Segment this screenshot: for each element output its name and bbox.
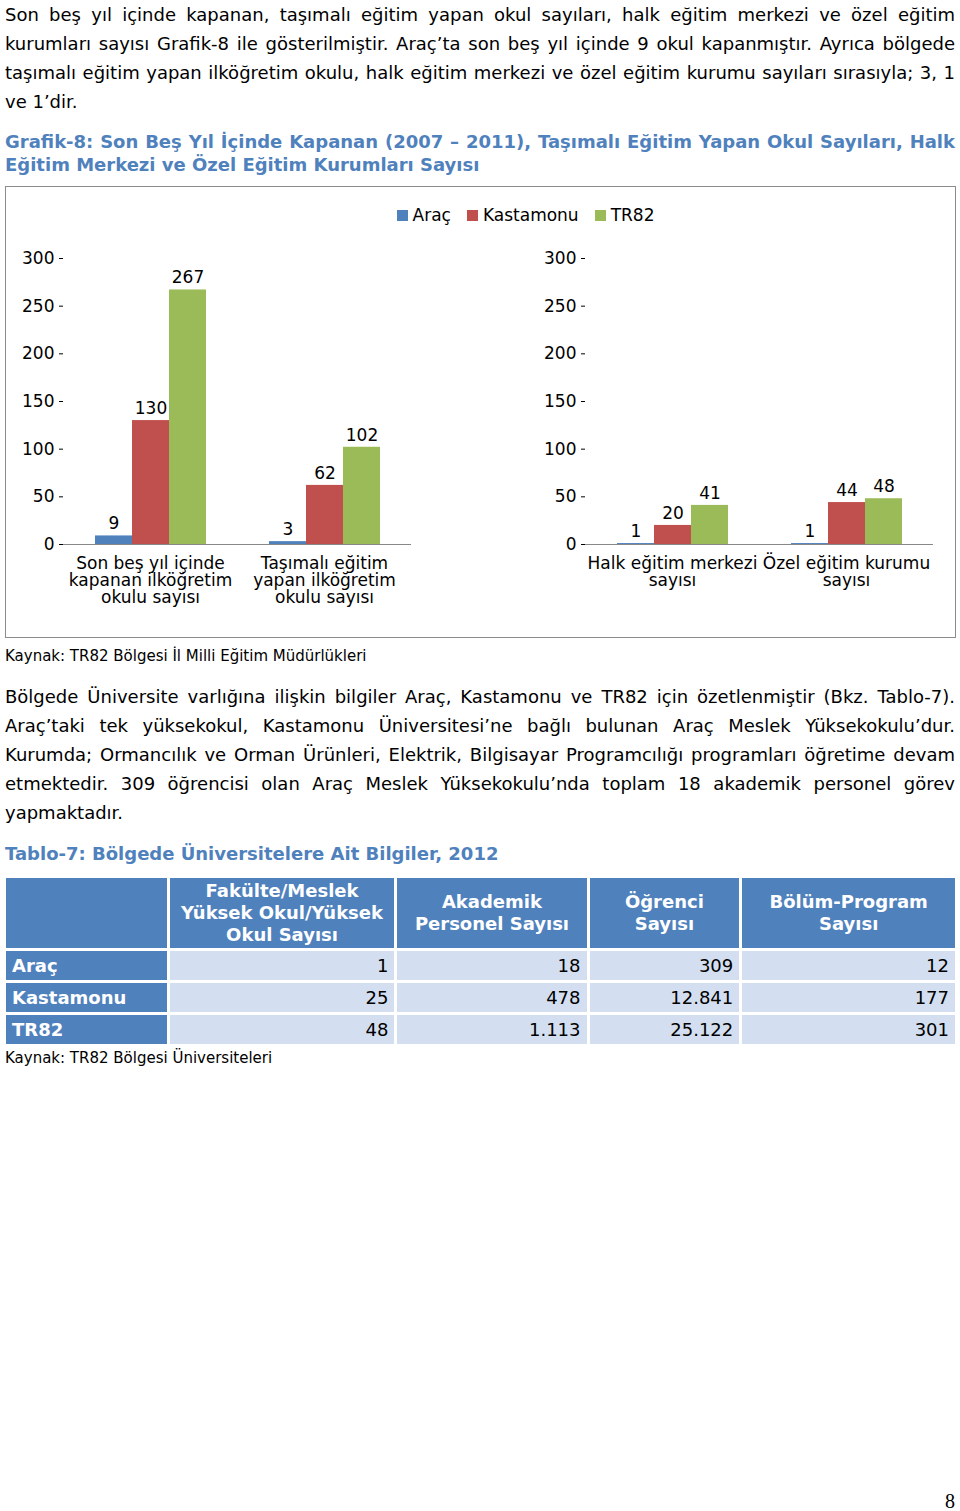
svg-text:100: 100 [22, 439, 54, 459]
html-text:18: 18 [557, 955, 581, 976]
svg-text:102: 102 [346, 425, 378, 445]
html-text:48: 48 [365, 1019, 389, 1040]
svg-text:150: 150 [544, 391, 576, 411]
svg-text:20: 20 [662, 503, 684, 523]
svg-text:48: 48 [873, 476, 895, 496]
svg-text:44: 44 [836, 480, 858, 500]
svg-text:Halk eğitim merkezisayısı: Halk eğitim merkezisayısı [588, 553, 758, 590]
html-text:Fakülte/Meslek Yüksek Okul/Yük: Fakülte/Meslek Yüksek Okul/Yüksek Okul S… [181, 880, 383, 945]
html-text:301: 301 [914, 1019, 949, 1040]
html-text:Kaynak: TR82 Bölgesi İl Milli: Kaynak: TR82 Bölgesi İl Milli Eğitim Müd… [5, 647, 367, 665]
html-text:8: 8 [945, 1490, 955, 1511]
svg-text:0: 0 [44, 534, 55, 554]
html-text:1.113: 1.113 [529, 1019, 581, 1040]
html-text:Tablo-7: Bölgede Üniversiteler: Tablo-7: Bölgede Üniversitelere Ait Bilg… [5, 843, 499, 864]
html-text:Bölüm-Program Sayısı: Bölüm-Program Sayısı [769, 891, 928, 934]
html-text:Öğrenci Sayısı: Öğrenci Sayısı [624, 891, 704, 934]
html-text:1: 1 [377, 955, 389, 976]
svg-text:Taşımalı eğitimyapan ilköğreti: Taşımalı eğitimyapan ilköğretimokulu say… [253, 553, 396, 607]
html-text:25: 25 [365, 987, 389, 1008]
svg-text:3: 3 [283, 519, 294, 539]
svg-text:9: 9 [109, 513, 120, 533]
svg-text:62: 62 [314, 463, 336, 483]
html-text:309: 309 [698, 955, 734, 976]
html-text:Akademik Personel Sayısı: Akademik Personel Sayısı [414, 891, 569, 934]
html-text:478: 478 [546, 987, 581, 1008]
svg-text:250: 250 [22, 296, 54, 316]
svg-text:50: 50 [555, 486, 577, 506]
svg-text:300: 300 [544, 248, 576, 268]
svg-text:100: 100 [544, 439, 576, 459]
html-text:12.841: 12.841 [670, 987, 734, 1008]
svg-text:41: 41 [699, 483, 721, 503]
html-text:Grafik-8: Son Beş Yıl İçinde K: Grafik-8: Son Beş Yıl İçinde Kapanan (20… [5, 131, 955, 175]
html-text:Araç: Araç [412, 205, 451, 225]
svg-text:0: 0 [566, 534, 577, 554]
html-text:12: 12 [926, 955, 949, 976]
svg-text:200: 200 [22, 343, 54, 363]
svg-text:200: 200 [544, 343, 576, 363]
svg-text:1: 1 [631, 521, 642, 541]
html-text:Araç: Araç [12, 955, 58, 976]
html-text:TR82: TR82 [12, 1019, 64, 1040]
html-text:Son beş yıl içinde kapanan, ta: Son beş yıl içinde kapanan, taşımalı eği… [5, 4, 955, 112]
svg-text:300: 300 [22, 248, 54, 268]
svg-text:1: 1 [805, 521, 816, 541]
svg-text:130: 130 [135, 398, 167, 418]
html-text:177: 177 [914, 987, 949, 1008]
svg-text:267: 267 [172, 267, 204, 287]
svg-text:150: 150 [22, 391, 54, 411]
html-text:Kastamonu: Kastamonu [12, 987, 127, 1008]
html-text:Kastamonu: Kastamonu [482, 205, 579, 225]
svg-text:50: 50 [33, 486, 55, 506]
svg-text:Son beş yıl içindekapanan ilkö: Son beş yıl içindekapanan ilköğretimokul… [69, 553, 232, 607]
svg-text:Özel eğitim kurumusayısı: Özel eğitim kurumusayısı [763, 552, 930, 590]
html-text:Kaynak: TR82 Bölgesi Üniversit: Kaynak: TR82 Bölgesi Üniversiteleri [5, 1049, 273, 1067]
html-text:TR82: TR82 [610, 205, 655, 225]
svg-text:250: 250 [544, 296, 576, 316]
html-text:Bölgede Üniversite varlığına i: Bölgede Üniversite varlığına ilişkin bil… [5, 686, 955, 823]
html-text:25.122: 25.122 [670, 1019, 734, 1040]
